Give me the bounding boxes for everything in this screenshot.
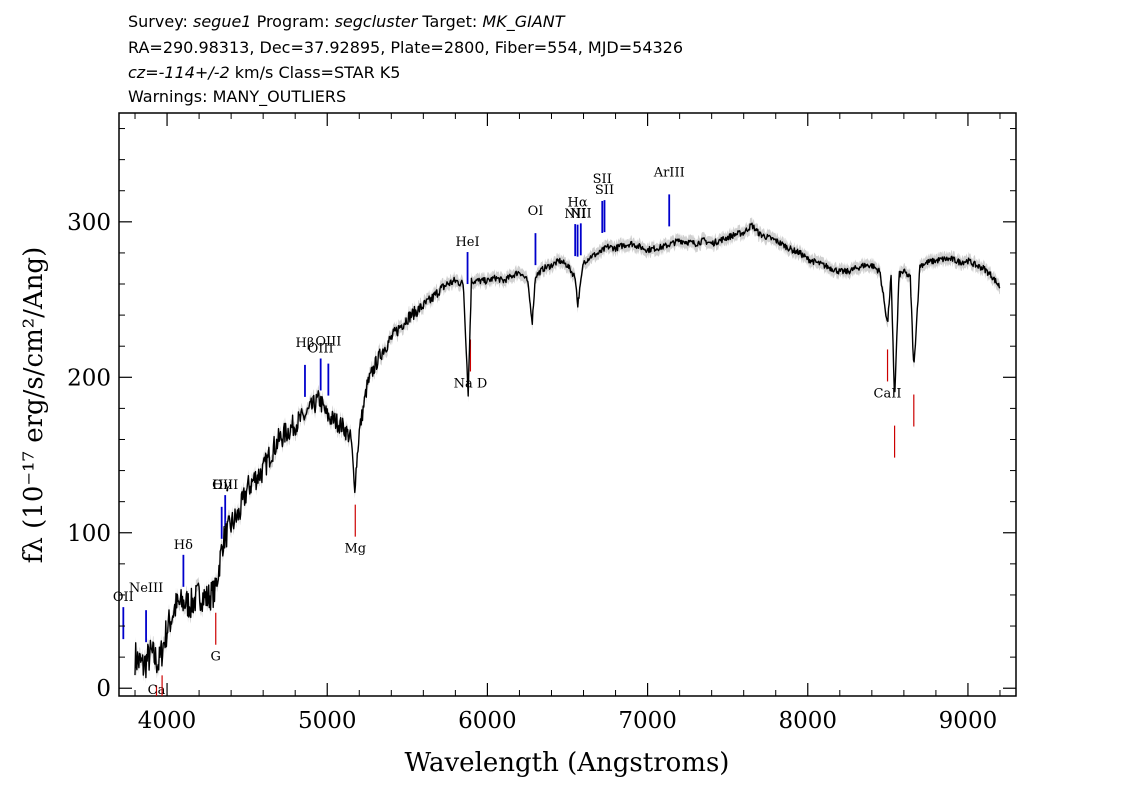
- x-tick-label: 5000: [298, 708, 357, 734]
- y-axis-title-group: fλ (10⁻¹⁷ erg/s/cm²/Ang): [19, 247, 49, 563]
- header-line-1: Survey: segue1 Program: segcluster Targe…: [128, 12, 565, 32]
- axes: 4000 5000 6000 7000 8000 9000 0 100 200 300: [67, 113, 1016, 734]
- emission-line-label: SII: [593, 172, 612, 187]
- emission-line-label: Hδ: [174, 538, 193, 553]
- emission-line-label: OIII: [315, 335, 341, 350]
- y-tick-label: 100: [67, 521, 111, 547]
- absorption-line-label: Na D: [454, 376, 488, 391]
- header-line-4: Warnings: MANY_OUTLIERS: [128, 87, 347, 106]
- x-tick-label: 7000: [618, 708, 677, 734]
- emission-line-label: Hβ: [296, 336, 315, 351]
- x-axis-title: Wavelength (Angstroms): [405, 748, 730, 778]
- emission-line-label: HeI: [455, 235, 479, 250]
- emission-line-label: NII: [564, 207, 586, 222]
- plot-frame: [118, 112, 1017, 697]
- header-line-3: cz=-114+/-2 km/s Class=STAR K5: [128, 63, 400, 83]
- absorption-line-label: Mg: [344, 542, 366, 557]
- x-tick-label: 8000: [778, 708, 837, 734]
- cz-value: -114+/-2: [158, 63, 230, 82]
- error-band-area: [135, 217, 1000, 684]
- y-axis-title: fλ (10⁻¹⁷ erg/s/cm²/Ang): [19, 247, 49, 563]
- survey-value: segue1: [192, 12, 252, 31]
- program-label: Program:: [256, 12, 330, 31]
- program-value: segcluster: [334, 12, 418, 31]
- target-label: Target:: [422, 12, 478, 31]
- target-value: MK_GIANT: [482, 12, 565, 31]
- emission-line-label: SII: [595, 183, 614, 198]
- error-band: [135, 217, 1000, 684]
- emission-line-label: OII: [113, 590, 134, 605]
- x-tick-label: 4000: [138, 708, 197, 734]
- y-tick-label: 200: [67, 365, 111, 391]
- y-tick-label: 0: [96, 676, 111, 702]
- absorption-line-label: Ca: [148, 683, 166, 698]
- survey-label: Survey:: [128, 12, 188, 31]
- class-value: Class=STAR K5: [278, 63, 401, 82]
- emission-line-label: OIII: [308, 341, 334, 356]
- header-line-2: RA=290.98313, Dec=37.92895, Plate=2800, …: [128, 38, 684, 57]
- emission-line-label: OIII: [212, 478, 238, 493]
- x-tick-label: 9000: [939, 708, 998, 734]
- emission-line-label: ArIII: [653, 165, 685, 180]
- series-layer: [134, 222, 1001, 679]
- emission-line-label: OI: [528, 204, 544, 219]
- emission-line-label: Hα: [568, 196, 588, 211]
- emission-line-label: NeIII: [129, 581, 163, 596]
- emission-line-label: Hγ: [212, 478, 231, 493]
- absorption-line-label: CaII: [874, 386, 902, 401]
- absorption-line-label: G: [211, 650, 221, 665]
- y-tick-label: 300: [67, 210, 111, 236]
- spectrum-line: [134, 222, 1001, 679]
- cz-unit: km/s: [234, 63, 274, 82]
- emission-line-label: NII: [570, 206, 592, 221]
- cz-label: cz=: [128, 63, 159, 82]
- x-tick-label: 6000: [458, 708, 517, 734]
